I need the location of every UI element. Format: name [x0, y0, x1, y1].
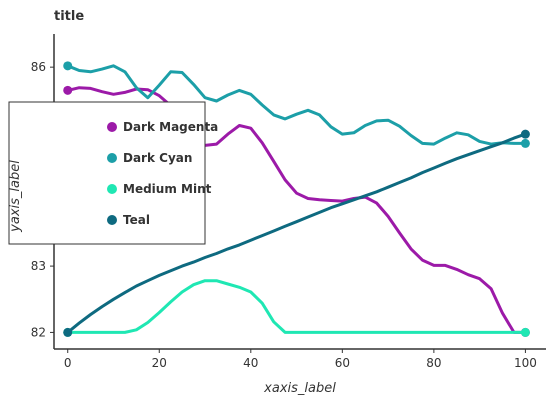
y-axis-label: yaxis_label	[8, 160, 23, 233]
series-start-point-dark-cyan	[63, 61, 73, 71]
series-start-point-teal	[63, 327, 73, 337]
series-line-dark-cyan	[66, 64, 527, 146]
legend-box	[8, 101, 206, 245]
x-tick-label: 100	[514, 356, 537, 370]
x-axis-label: xaxis_label	[263, 381, 336, 396]
series-line-teal	[66, 132, 527, 334]
legend-label: Dark Magenta	[123, 120, 218, 134]
chart-title: title	[54, 9, 84, 24]
legend: Dark Magenta Dark Cyan Medium Mint Teal	[8, 101, 218, 245]
series-end-point-medium-mint	[520, 327, 530, 337]
x-tick-label: 40	[243, 356, 258, 370]
x-tick-label: 0	[64, 356, 72, 370]
x-axis-ticks: 0 20 40 60 80 100	[64, 349, 537, 370]
series-end-point-dark-cyan	[520, 138, 530, 148]
legend-marker	[107, 153, 117, 163]
series-end-point-teal	[520, 129, 530, 139]
legend-marker	[107, 215, 117, 225]
legend-label: Dark Cyan	[123, 151, 192, 165]
x-tick-label: 60	[335, 356, 350, 370]
y-tick-label: 83	[31, 259, 46, 273]
x-tick-label: 20	[152, 356, 167, 370]
legend-marker	[107, 122, 117, 132]
legend-label: Teal	[123, 213, 150, 227]
series-layer	[63, 61, 530, 337]
series-line-dark-magenta	[66, 86, 527, 334]
legend-marker	[107, 184, 117, 194]
legend-label: Medium Mint	[123, 182, 212, 196]
y-tick-label: 86	[31, 60, 46, 74]
x-tick-label: 80	[426, 356, 441, 370]
series-start-point-dark-magenta	[63, 85, 73, 95]
y-tick-label: 82	[31, 325, 46, 339]
series-line-medium-mint	[66, 279, 527, 334]
